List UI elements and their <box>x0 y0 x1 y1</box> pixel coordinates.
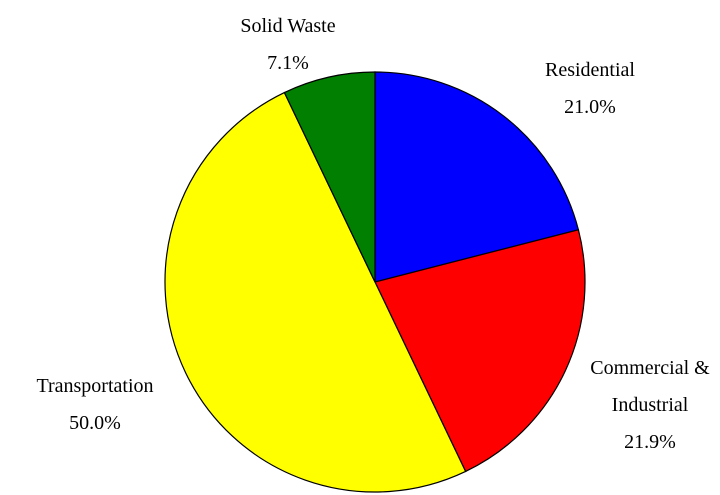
pie-slice <box>374 71 580 283</box>
slice-label: Commercial & Industrial 21.9% <box>585 350 715 461</box>
value-label: 7.1% <box>267 52 309 74</box>
category-label: Commercial & Industrial <box>590 357 710 416</box>
value-label: 21.0% <box>564 96 616 118</box>
pie-slice <box>164 91 467 493</box>
pie-slice <box>283 71 376 283</box>
slice-label: Transportation 50.0% <box>30 368 160 442</box>
category-label: Solid Waste <box>240 15 336 37</box>
slice-label: Residential 21.0% <box>525 52 655 126</box>
category-label: Residential <box>545 59 635 81</box>
pie-slice <box>374 229 586 473</box>
slice-label: Solid Waste 7.1% <box>223 8 353 82</box>
category-label: Transportation <box>36 375 154 397</box>
value-label: 50.0% <box>69 412 121 434</box>
value-label: 21.9% <box>624 431 676 453</box>
